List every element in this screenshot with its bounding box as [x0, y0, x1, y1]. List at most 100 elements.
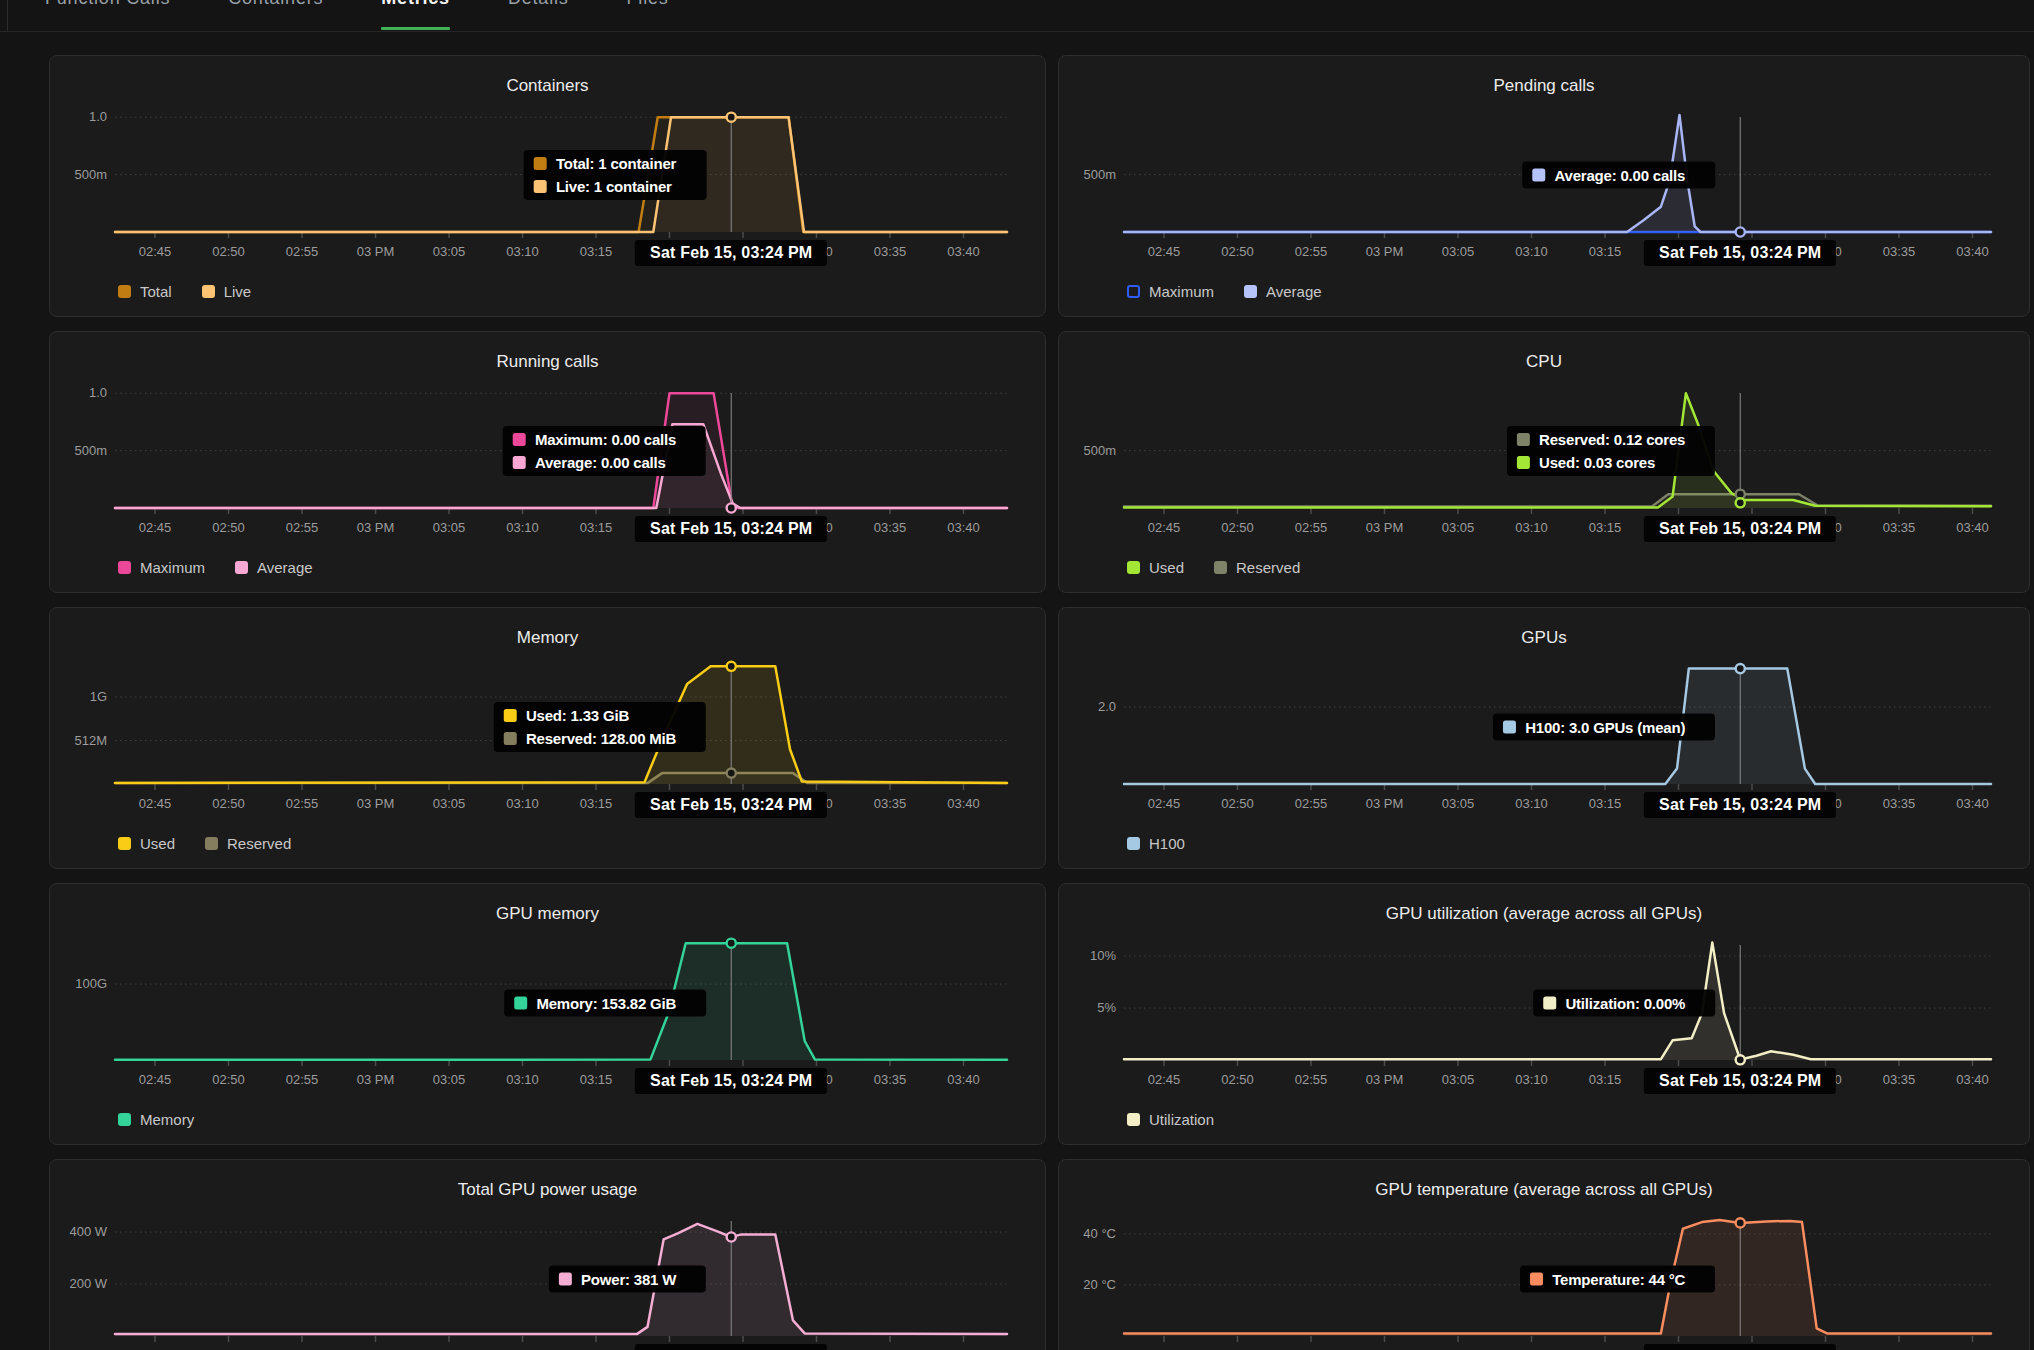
- tooltip-text: Utilization: 0.00%: [1565, 995, 1685, 1012]
- tooltip-row: Utilization: 0.00%: [1543, 992, 1685, 1015]
- legend-item-memory[interactable]: Memory: [118, 1111, 194, 1128]
- chart-tooltip: Maximum: 0.00 calls Average: 0.00 calls: [503, 426, 706, 476]
- chart-legend: Total Live: [118, 283, 251, 300]
- tooltip-row: Power: 381 W: [559, 1268, 676, 1291]
- x-axis-label: 03:10: [490, 1072, 556, 1087]
- tab-containers[interactable]: Containers: [228, 0, 323, 31]
- legend-item-reserved[interactable]: Reserved: [1214, 559, 1300, 576]
- x-axis-label: 02:55: [1278, 520, 1344, 535]
- x-axis-label: 03:15: [563, 244, 629, 259]
- legend-item-total[interactable]: Total: [118, 283, 172, 300]
- tab-files[interactable]: Files: [627, 0, 669, 31]
- chart-title: Total GPU power usage: [50, 1180, 1045, 1200]
- x-axis-label: 03:15: [1572, 520, 1638, 535]
- x-axis-label: 03:35: [857, 796, 923, 811]
- tooltip-swatch: [514, 997, 527, 1010]
- legend-item-maximum[interactable]: Maximum: [118, 559, 205, 576]
- tooltip-text: Maximum: 0.00 calls: [535, 431, 676, 448]
- x-axis-label: 03:35: [857, 1072, 923, 1087]
- chart-tooltip: Temperature: 44 °C: [1520, 1266, 1715, 1293]
- hover-marker: [727, 939, 736, 948]
- chart-legend: Utilization: [1127, 1111, 1214, 1128]
- x-axis-label: 03:10: [1499, 796, 1565, 811]
- x-axis-label: 03:05: [1425, 244, 1491, 259]
- chart-title: Memory: [50, 628, 1045, 648]
- x-axis-label: 03:15: [1572, 244, 1638, 259]
- hover-marker: [727, 503, 736, 512]
- legend-item-reserved[interactable]: Reserved: [205, 835, 291, 852]
- tooltip-text: Used: 1.33 GiB: [526, 707, 629, 724]
- tab-details[interactable]: Details: [508, 0, 569, 31]
- legend-item-maximum[interactable]: Maximum: [1127, 283, 1214, 300]
- chart-title: GPU utilization (average across all GPUs…: [1059, 904, 2029, 924]
- tab-bar: Function Calls Containers Metrics Details Fi…: [0, 0, 2034, 32]
- hover-marker: [1736, 227, 1745, 236]
- y-axis-label: 1.0: [50, 385, 107, 401]
- tooltip-swatch: [1503, 721, 1516, 734]
- crosshair-date-label: Sat Feb 15, 03:24 PM: [635, 240, 827, 266]
- legend-item-used[interactable]: Used: [118, 835, 175, 852]
- x-axis-label: 03:10: [490, 520, 556, 535]
- tooltip-row: Live: 1 container: [534, 175, 676, 198]
- legend-label: Maximum: [1149, 283, 1214, 300]
- tab-function-calls[interactable]: Function Calls: [45, 0, 170, 31]
- tab-label: Files: [627, 0, 669, 9]
- x-axis-label: 03 PM: [343, 520, 409, 535]
- legend-item-utilization[interactable]: Utilization: [1127, 1111, 1214, 1128]
- tooltip-text: Average: 0.00 calls: [535, 454, 666, 471]
- chart-tooltip: Memory: 153.82 GiB: [504, 990, 706, 1017]
- x-axis-label: 02:55: [269, 520, 335, 535]
- x-axis-label: 02:55: [269, 1072, 335, 1087]
- x-axis-label: 03:15: [1572, 1072, 1638, 1087]
- legend-label: Reserved: [1236, 559, 1300, 576]
- legend-item-used[interactable]: Used: [1127, 559, 1184, 576]
- tooltip-row: Memory: 153.82 GiB: [514, 992, 676, 1015]
- tooltip-row: Used: 0.03 cores: [1517, 451, 1685, 474]
- x-axis-label: 03:05: [1425, 520, 1491, 535]
- tooltip-text: Used: 0.03 cores: [1539, 454, 1655, 471]
- legend-label: Total: [140, 283, 172, 300]
- tooltip-row: Reserved: 0.12 cores: [1517, 428, 1685, 451]
- y-axis-label: 512M: [50, 733, 107, 749]
- tooltip-row: Reserved: 128.00 MiB: [504, 727, 676, 750]
- legend-label: Used: [140, 835, 175, 852]
- x-axis-label: 02:45: [122, 796, 188, 811]
- chart-card-gpu-power: Total GPU power usage400 W200 W02:4502:5…: [49, 1159, 1046, 1350]
- x-axis-label: 02:45: [1131, 520, 1197, 535]
- x-axis-label: 03:10: [1499, 520, 1565, 535]
- legend-swatch: [1127, 285, 1140, 298]
- tooltip-swatch: [513, 456, 526, 469]
- metrics-dashboard: { "tabs": { "items": [ {"label": "Functi…: [0, 0, 2034, 1350]
- tooltip-swatch: [559, 1273, 572, 1286]
- legend-item-average[interactable]: Average: [235, 559, 313, 576]
- tooltip-swatch: [504, 732, 517, 745]
- x-axis-label: 03 PM: [343, 1072, 409, 1087]
- tab-label: Metrics: [381, 0, 450, 9]
- legend-item-h100[interactable]: H100: [1127, 835, 1185, 852]
- x-axis-label: 02:50: [1205, 520, 1271, 535]
- chart-card-cpu: CPU500m02:4502:5002:5503 PM03:0503:1003:…: [1058, 331, 2030, 593]
- hover-marker: [727, 662, 736, 671]
- y-axis-label: 500m: [50, 167, 107, 183]
- x-axis-label: 03:40: [1940, 1072, 2006, 1087]
- tooltip-text: Total: 1 container: [556, 155, 676, 172]
- x-axis-label: 03:15: [563, 796, 629, 811]
- legend-swatch: [118, 1113, 131, 1126]
- chart-card-gpu-utilization: GPU utilization (average across all GPUs…: [1058, 883, 2030, 1145]
- legend-item-average[interactable]: Average: [1244, 283, 1322, 300]
- chart-tooltip: Total: 1 container Live: 1 container: [524, 150, 706, 200]
- y-axis-label: 400 W: [50, 1224, 107, 1240]
- legend-label: Average: [257, 559, 313, 576]
- tab-metrics[interactable]: Metrics: [381, 0, 450, 31]
- hover-marker: [727, 113, 736, 122]
- chart-legend: Memory: [118, 1111, 194, 1128]
- x-axis-label: 02:45: [122, 520, 188, 535]
- legend-item-live[interactable]: Live: [202, 283, 252, 300]
- legend-swatch: [1244, 285, 1257, 298]
- x-axis-label: 03:05: [416, 796, 482, 811]
- hover-marker: [1736, 664, 1745, 673]
- crosshair-date-label: Sat Feb 15, 03:24 PM: [1644, 792, 1836, 818]
- chart-tooltip: Average: 0.00 calls: [1522, 162, 1715, 189]
- chart-card-containers: Containers1.0500m02:4502:5002:5503 PM03:…: [49, 55, 1046, 317]
- tooltip-text: Power: 381 W: [581, 1271, 676, 1288]
